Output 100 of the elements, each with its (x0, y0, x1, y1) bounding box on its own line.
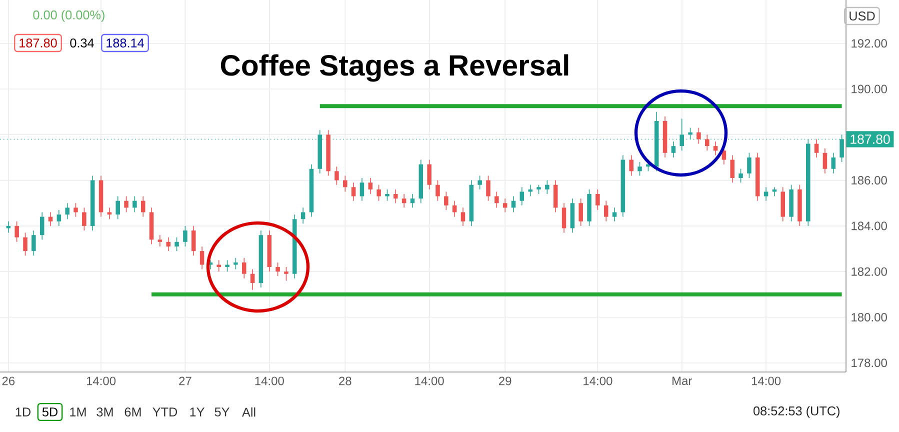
candlestick (166, 236, 170, 252)
candlestick (56, 210, 62, 226)
candlestick (680, 118, 684, 152)
candlestick (132, 196, 137, 213)
x-tick-label: Mar (672, 376, 692, 386)
candlestick (292, 214, 297, 279)
candlestick (158, 234, 162, 247)
y-tick-label: 186.00 (852, 176, 887, 185)
candlestick (536, 184, 541, 194)
candlestick (234, 257, 238, 270)
candlestick (191, 226, 196, 256)
candlestick (65, 202, 70, 220)
candlestick (343, 175, 348, 192)
candlestick (612, 207, 617, 222)
candlestick (258, 230, 264, 288)
candlestick (149, 207, 154, 245)
text: Coffee Stages a Reversal (220, 54, 568, 82)
candlestick (107, 207, 112, 220)
candlestick (814, 138, 819, 158)
x-tick-label: 14:00 (584, 376, 612, 386)
candlestick (140, 196, 146, 218)
candlestick (351, 182, 356, 202)
candlestick (545, 180, 550, 194)
text: USD (850, 12, 875, 20)
candlestick (562, 202, 566, 234)
candlestick (764, 186, 768, 202)
candlestick (671, 141, 676, 158)
candlestick (806, 138, 810, 226)
candlestick (570, 198, 575, 234)
candlestick (780, 186, 786, 222)
candlestick (755, 152, 760, 202)
x-tick-label: 29 (499, 376, 512, 386)
candlestick (738, 168, 743, 183)
x-tick-label: 14:00 (86, 376, 116, 386)
candlestick (376, 184, 381, 202)
candlestick (730, 154, 735, 183)
candlestick (225, 260, 230, 272)
candlestick (200, 246, 204, 270)
candlestick (553, 180, 558, 213)
x-tick-label: 14:00 (255, 376, 284, 386)
annotation: 187.80 (20, 38, 57, 48)
y-tick-label: 178.00 (852, 358, 887, 368)
candlestick (276, 262, 280, 277)
candlestick (183, 226, 188, 247)
candlestick (502, 198, 508, 213)
candlestick (469, 180, 474, 226)
candlestick (713, 141, 718, 156)
candlestick (520, 186, 524, 206)
candlestick (587, 189, 592, 226)
x-tick-label: 28 (339, 376, 352, 386)
x-tick-label: 14:00 (415, 376, 444, 386)
candlestick (704, 134, 710, 152)
candlestick (402, 194, 406, 208)
candlestick (528, 184, 532, 197)
candlestick (486, 175, 490, 202)
candlestick (250, 268, 255, 290)
annotation: 0.00 (0.00%) (33, 10, 104, 22)
candlestick (242, 257, 246, 279)
candlestick (368, 178, 373, 194)
candlestick (40, 212, 44, 240)
text: All (242, 407, 256, 417)
candlestick (300, 207, 306, 224)
annotation: 0.34 (70, 38, 94, 48)
candlestick (385, 189, 390, 202)
candlestick (578, 198, 583, 226)
ref-line-label: 187.80 (850, 134, 890, 144)
candlestick (334, 166, 339, 186)
text: 5D (42, 408, 58, 416)
candlestick (394, 189, 398, 204)
candlestick (174, 236, 179, 252)
y-tick-label: 192.00 (852, 39, 887, 48)
candlestick (14, 220, 19, 242)
text: 5Y (214, 408, 230, 416)
candlestick (444, 191, 448, 210)
candlestick (23, 232, 28, 256)
x-tick-label: 14:00 (752, 376, 781, 386)
candlestick (798, 184, 802, 226)
candlestick (116, 196, 120, 220)
text: YTD (152, 408, 178, 416)
candlestick (822, 148, 828, 174)
text: 3M (96, 408, 113, 416)
candlestick (90, 175, 95, 231)
candlestick (460, 207, 466, 226)
y-tick-label: 184.00 (852, 222, 887, 230)
candlestick (478, 175, 482, 190)
y-tick-label: 180.00 (852, 312, 887, 322)
text: 08:52:53 (UTC) (754, 406, 840, 418)
candlestick (48, 212, 53, 226)
candlestick (82, 207, 86, 231)
text: 1Y (190, 408, 204, 416)
text: 1D (16, 408, 30, 416)
y-tick-label: 182.00 (852, 267, 887, 276)
candlestick (98, 175, 104, 218)
candlestick (267, 230, 272, 272)
candlestick (789, 184, 794, 222)
y-tick-label: 190.00 (852, 84, 887, 94)
candlestick (620, 154, 626, 218)
candlestick (831, 152, 836, 174)
text: 6M (124, 408, 141, 416)
candlestick (410, 194, 415, 208)
